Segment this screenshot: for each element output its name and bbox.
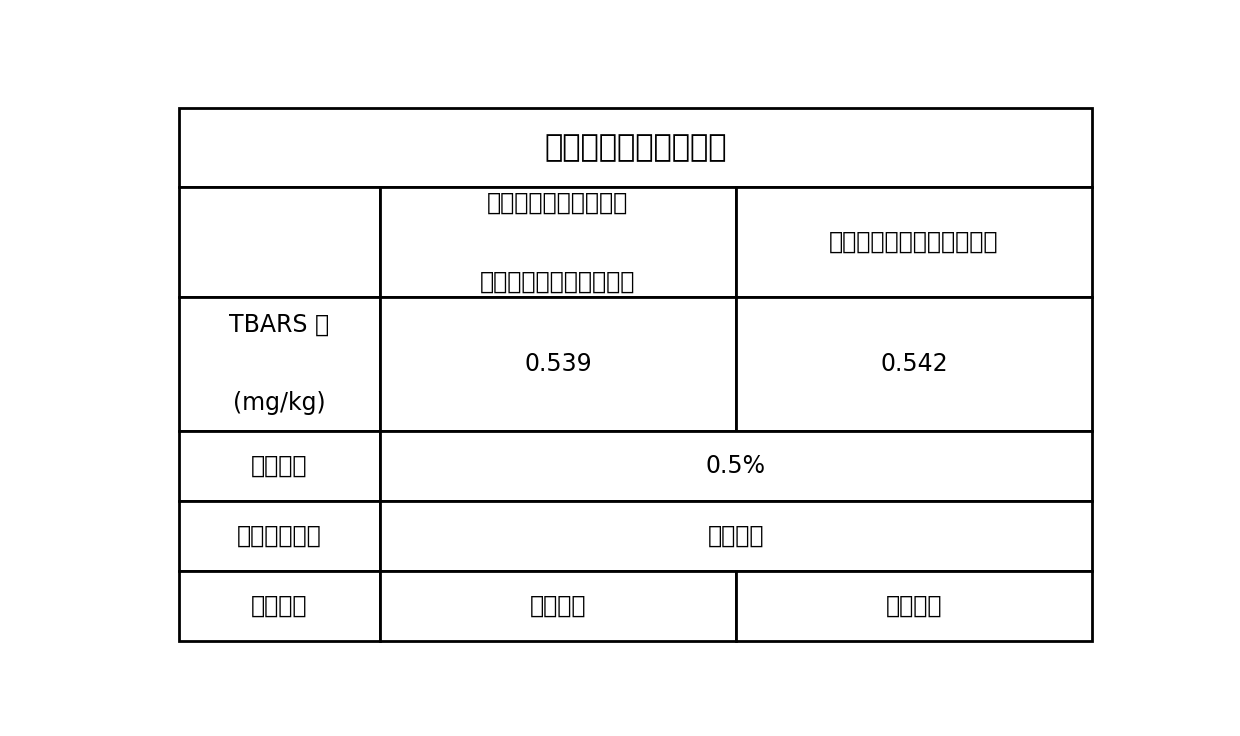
Bar bbox=[735, 187, 1092, 297]
Bar bbox=[379, 187, 735, 297]
Text: 0.539: 0.539 bbox=[525, 352, 591, 376]
Bar bbox=[179, 108, 1092, 187]
Text: 氧化程度: 氧化程度 bbox=[252, 594, 308, 618]
Text: TBARS 值

(mg/kg): TBARS 值 (mg/kg) bbox=[229, 313, 330, 415]
Text: 本实施例方法（近红外

多光谱成像，无损方法）: 本实施例方法（近红外 多光谱成像，无损方法） bbox=[480, 191, 636, 293]
Bar bbox=[179, 500, 379, 571]
Bar bbox=[179, 187, 379, 297]
Bar bbox=[179, 297, 379, 431]
Text: 鱼片氧化程度评价方法: 鱼片氧化程度评价方法 bbox=[544, 133, 727, 162]
Text: 0.5%: 0.5% bbox=[706, 454, 766, 478]
Text: 方法的差异性: 方法的差异性 bbox=[237, 524, 322, 548]
Text: 无差异性: 无差异性 bbox=[708, 524, 764, 548]
Text: 分光光度法（破坏性方法）: 分光光度法（破坏性方法） bbox=[830, 230, 998, 254]
Bar bbox=[379, 297, 735, 431]
Text: 一级氧化: 一级氧化 bbox=[885, 594, 942, 618]
Bar bbox=[379, 571, 735, 641]
Bar bbox=[735, 297, 1092, 431]
Text: 一级氧化: 一级氧化 bbox=[529, 594, 587, 618]
Text: 0.542: 0.542 bbox=[880, 352, 947, 376]
Bar bbox=[379, 431, 1092, 500]
Bar bbox=[179, 571, 379, 641]
Text: 相对误差: 相对误差 bbox=[252, 454, 308, 478]
Bar bbox=[179, 431, 379, 500]
Bar bbox=[379, 500, 1092, 571]
Bar bbox=[735, 571, 1092, 641]
